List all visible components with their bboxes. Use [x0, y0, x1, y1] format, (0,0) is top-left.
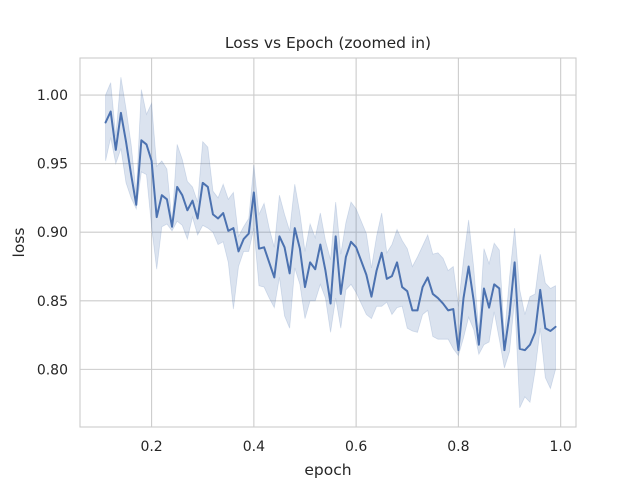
x-tick-label: 0.2: [140, 439, 162, 455]
loss-line-layer: [104, 110, 557, 352]
y-tick-label: 0.80: [37, 362, 68, 378]
chart-title: Loss vs Epoch (zoomed in): [225, 34, 431, 52]
loss-line: [104, 110, 557, 352]
y-tick-label: 0.90: [37, 225, 68, 241]
grid-lines: [80, 58, 576, 427]
x-tick-label: 0.6: [345, 439, 367, 455]
x-axis-label: epoch: [304, 461, 351, 479]
plot-frame: [79, 57, 577, 428]
x-tick-label: 1.0: [550, 439, 572, 455]
confidence-band: [105, 77, 556, 408]
y-axis-label: loss: [10, 228, 28, 258]
y-tick-label: 1.00: [37, 88, 68, 104]
x-tick-labels: 0.2 0.4 0.6 0.8 1.0: [140, 439, 571, 455]
y-tick-label: 0.85: [37, 294, 68, 310]
y-tick-labels: 0.80 0.85 0.90 0.95 1.00: [37, 88, 68, 378]
confidence-band-layer: [105, 77, 556, 408]
y-tick-label: 0.95: [37, 157, 68, 173]
x-tick-label: 0.8: [447, 439, 469, 455]
x-tick-label: 0.4: [243, 439, 265, 455]
